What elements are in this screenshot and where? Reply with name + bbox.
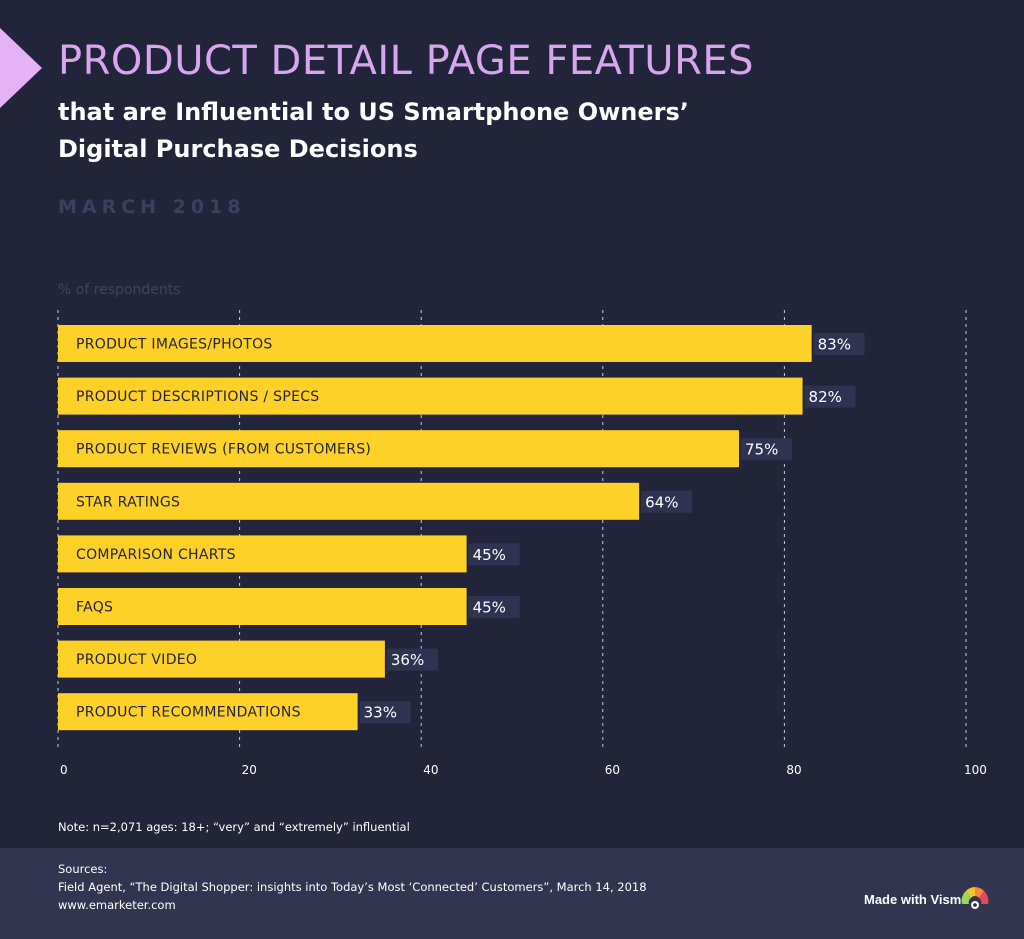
value-label-box: [813, 333, 865, 355]
x-tick-label: 40: [423, 763, 438, 777]
bar-value-label: 64%: [645, 493, 678, 511]
value-label-box: [468, 596, 520, 618]
unit-label: % of respondents: [58, 282, 181, 298]
bar: [58, 377, 803, 415]
bar: [58, 640, 385, 678]
bar-chart: PRODUCT IMAGES/PHOTOS 83% PRODUCT DESCRIPT…: [57, 310, 987, 777]
value-label-box: [641, 490, 693, 513]
bar-category-label: COMPARISON CHARTS: [76, 547, 236, 563]
x-tick-label: 0: [60, 763, 68, 777]
bar-category-label: STAR RATINGS: [76, 494, 180, 510]
visme-logo-icon: [961, 887, 989, 909]
chart-title: PRODUCT DETAIL PAGE FEATURES: [58, 38, 755, 84]
bar-value-label: 75%: [745, 441, 778, 459]
value-label-box: [468, 543, 520, 566]
value-label-box: [804, 385, 856, 408]
chart-subtitle: that are Influential to US Smartphone Ow…: [58, 98, 689, 163]
footer: Sources: Field Agent, “The Digital Shopp…: [0, 848, 1024, 939]
bar: [58, 588, 467, 625]
bar: [58, 535, 467, 573]
bar-value-label: 33%: [364, 704, 397, 722]
x-tick-label: 20: [242, 763, 257, 777]
bar-value-label: 82%: [809, 388, 842, 406]
bar: [58, 430, 739, 468]
bar-category-label: PRODUCT IMAGES/PHOTOS: [76, 337, 273, 353]
bar-value-label: 83%: [818, 336, 851, 354]
footnote: Note: n=2,071 ages: 18+; “very” and “ext…: [58, 820, 410, 834]
bar: [58, 482, 640, 520]
x-tick-label: 100: [964, 763, 987, 777]
source-url: www.emarketer.com: [58, 898, 176, 912]
bar: [58, 325, 812, 362]
made-with-visme: Made with Visme: [864, 892, 969, 907]
x-tick-label: 80: [786, 763, 801, 777]
accent-triangle: [0, 28, 42, 108]
x-tick-label: 60: [605, 763, 620, 777]
bar-category-label: PRODUCT RECOMMENDATIONS: [76, 705, 301, 721]
sources-label: Sources:: [58, 862, 108, 876]
value-label-box: [386, 648, 438, 671]
bar-category-label: PRODUCT DESCRIPTIONS / SPECS: [76, 389, 320, 405]
bar-category-label: FAQS: [76, 600, 113, 616]
bar-category-label: PRODUCT VIDEO: [76, 652, 197, 668]
source-citation: Field Agent, “The Digital Shopper: insig…: [58, 880, 647, 894]
chart-date: MARCH 2018: [58, 196, 246, 218]
value-label-box: [741, 438, 792, 461]
bar-category-label: PRODUCT REVIEWS (FROM CUSTOMERS): [76, 442, 371, 458]
bar-value-label: 36%: [391, 651, 424, 669]
bar-value-label: 45%: [473, 599, 506, 617]
bar: [58, 693, 358, 731]
value-label-box: [359, 701, 411, 724]
bar-value-label: 45%: [473, 546, 506, 564]
